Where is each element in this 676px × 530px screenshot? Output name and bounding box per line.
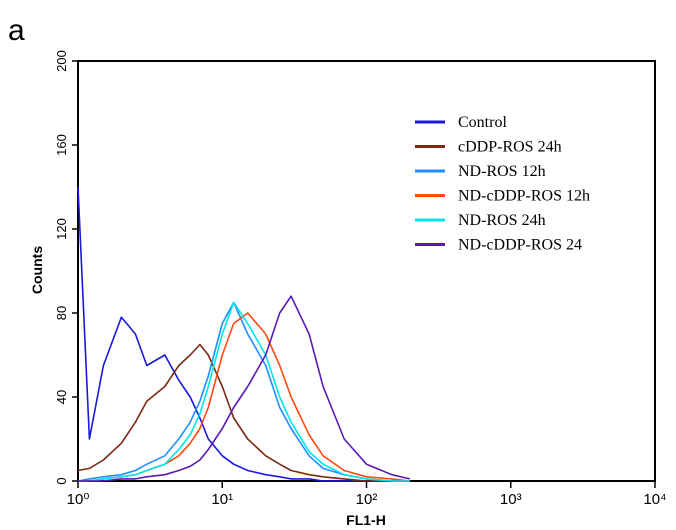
series-line <box>77 343 410 482</box>
y-tick-label: 120 <box>54 218 69 240</box>
x-tick-label: 10⁰ <box>67 491 90 508</box>
legend-label: ND-cDDP-ROS 24 <box>458 237 582 254</box>
y-tick-label: 40 <box>54 390 69 404</box>
series-line <box>78 295 411 482</box>
x-tick-label: 10³ <box>500 491 522 508</box>
series-line <box>77 186 410 482</box>
y-tick-label: 160 <box>54 134 69 156</box>
legend-label: cDDP-ROS 24h <box>458 139 562 156</box>
x-tick-label: 10² <box>356 491 378 508</box>
y-tick-label: 200 <box>54 50 69 72</box>
legend-label: ND-cDDP-ROS 12h <box>458 188 590 205</box>
x-tick-label: 10⁴ <box>643 491 666 508</box>
series-line <box>78 301 410 482</box>
plot-frame <box>77 60 656 482</box>
y-tick-label: 80 <box>54 306 69 320</box>
series-line <box>77 301 410 482</box>
y-axis-label: Counts <box>29 246 45 294</box>
y-tick-label: 0 <box>54 477 69 484</box>
x-axis-label: FL1-H <box>346 512 386 528</box>
legend-label: ND-ROS 12h <box>458 163 546 180</box>
legend-label: ND-ROS 24h <box>458 212 546 229</box>
panel-label: a <box>8 14 25 47</box>
x-tick-label: 10¹ <box>211 491 233 508</box>
legend-label: Control <box>458 114 507 131</box>
